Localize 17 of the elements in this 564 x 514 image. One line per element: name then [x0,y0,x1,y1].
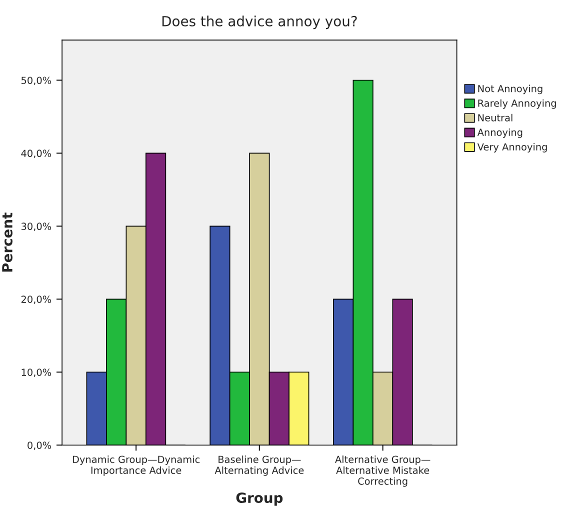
legend-label: Not Annoying [478,84,542,94]
x-tick-label: Alternative Group— Alternative Mistake Correcting [335,456,430,487]
y-tick-label: 20,0% [21,296,52,304]
legend-label: Rarely Annoying [478,99,556,109]
legend-label: Very Annoying [477,143,547,152]
y-tick-label: 10,0% [22,368,52,377]
y-tick-label: 30,0% [21,222,52,232]
x-tick-label: Baseline Group— Alternating Advice [214,456,304,476]
x-axis-title: Group [236,492,283,506]
y-tick-label: 50,0% [21,76,52,86]
chart-title: Does the advice annoy you? [162,16,357,30]
legend-label: Annoying [477,128,522,138]
legend-label: Neutral [478,114,512,122]
y-tick-label: 0,0% [28,442,52,450]
y-tick-label: 40,0% [21,150,52,158]
y-axis-title: Percent [2,212,12,272]
x-tick-label: Dynamic Group—Dynamic Importance Advice [72,456,200,476]
